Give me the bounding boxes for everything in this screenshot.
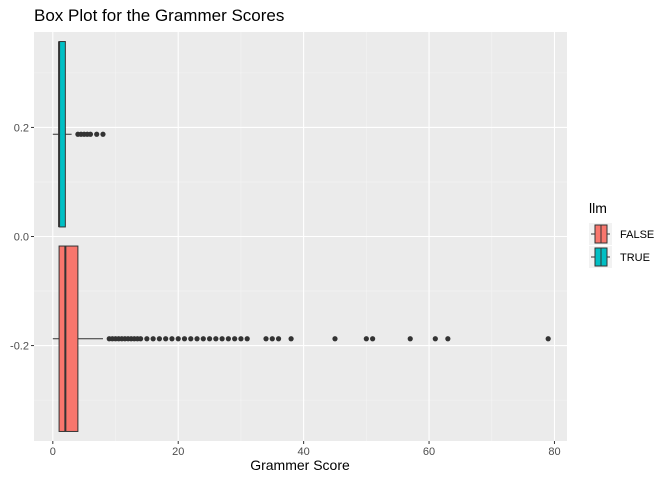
chart-title: Box Plot for the Grammer Scores	[34, 6, 284, 25]
y-tick-label: -0.2	[10, 341, 29, 353]
y-axis: -0.2 0.0 0.2	[10, 122, 34, 353]
x-axis-title: Grammer Score	[250, 457, 350, 473]
outlier-point	[181, 336, 188, 342]
box-true	[52, 41, 106, 228]
legend-label: TRUE	[620, 252, 650, 264]
outlier-point	[232, 336, 238, 342]
x-tick-label: 60	[423, 446, 435, 458]
outlier-point	[219, 336, 225, 342]
legend-entry-false: FALSE	[589, 223, 654, 245]
outlier-point	[269, 336, 275, 342]
outlier-point	[288, 336, 294, 342]
x-tick-label: 20	[172, 446, 184, 458]
outlier-point	[188, 336, 194, 342]
outlier-point	[432, 336, 438, 342]
outlier-point	[407, 336, 413, 342]
box-false	[52, 245, 551, 432]
outlier-point	[194, 336, 200, 342]
legend: llm FALSE TRUE	[589, 200, 654, 268]
outlier-point	[445, 336, 451, 342]
outlier-point	[263, 336, 269, 342]
outlier-point	[163, 336, 169, 342]
x-tick-label: 80	[548, 446, 560, 458]
outlier-point	[94, 131, 100, 137]
outlier-point	[238, 336, 244, 342]
x-axis: 0 20 40 60 80	[50, 441, 561, 458]
y-tick-label: 0.2	[14, 122, 29, 134]
outlier-point	[225, 336, 231, 342]
legend-title: llm	[589, 200, 607, 216]
outlier-point	[370, 336, 376, 342]
outlier-point	[144, 336, 150, 342]
y-tick-label: 0.0	[14, 232, 29, 244]
outlier-point	[175, 336, 181, 342]
box-plots	[52, 41, 551, 432]
outlier-point	[100, 131, 106, 137]
outlier-point	[332, 336, 338, 342]
outlier-point	[545, 336, 551, 342]
outlier-point	[275, 336, 282, 342]
outlier-point	[150, 336, 156, 342]
outlier-point	[138, 336, 144, 342]
outlier-point	[87, 131, 94, 137]
outlier-point	[363, 336, 369, 342]
major-grid	[34, 32, 567, 441]
outlier-point	[213, 336, 219, 342]
legend-entry-true: TRUE	[589, 246, 650, 268]
box-body	[58, 245, 79, 432]
outlier-point	[244, 336, 250, 342]
outlier-point	[156, 336, 163, 342]
x-tick-label: 40	[298, 446, 310, 458]
outlier-point	[206, 336, 213, 342]
outlier-point	[169, 336, 175, 342]
legend-label: FALSE	[620, 229, 654, 241]
x-tick-label: 0	[50, 446, 56, 458]
outlier-point	[200, 336, 206, 342]
